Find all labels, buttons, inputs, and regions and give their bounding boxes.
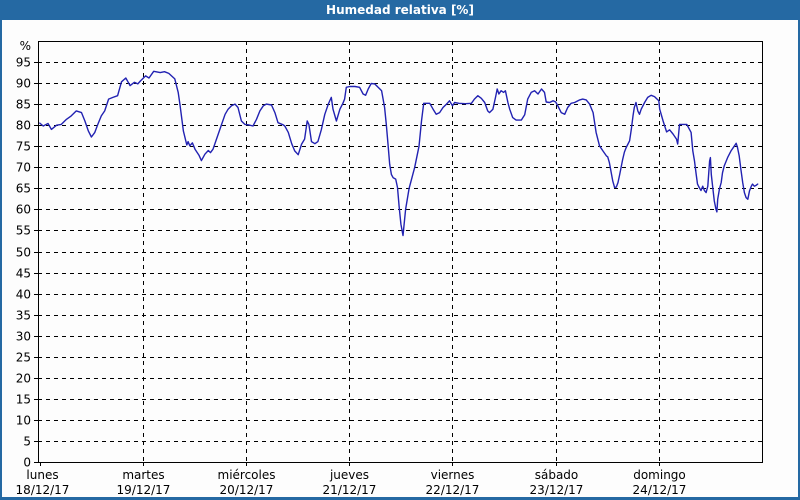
x-date-label: 24/12/17 [633, 483, 687, 497]
y-tick-label: 25 [16, 351, 31, 365]
y-tick-label: 50 [16, 246, 31, 260]
x-day-label: jueves [329, 468, 369, 482]
y-tick-label: 20 [16, 372, 31, 386]
y-tick-label: 80 [16, 119, 31, 133]
y-tick-label: 10 [16, 414, 31, 428]
y-tick-label: 65 [16, 182, 31, 196]
x-day-label: viernes [431, 468, 475, 482]
x-day-label: sábado [535, 468, 579, 482]
y-tick-label: 70 [16, 161, 31, 175]
y-tick-label: 5 [23, 435, 31, 449]
y-tick-label: 45 [16, 267, 31, 281]
humidity-chart: 0 5 10 15 20 25 30 35 40 45 50 55 60 65 70 75 80 85 90 95% l… [16, 39, 763, 497]
x-day-label: miércoles [218, 468, 276, 482]
y-tick-label: 95 [16, 56, 31, 70]
x-day-label: martes [122, 468, 164, 482]
window-titlebar: Humedad relativa [%] [0, 0, 800, 20]
y-tick-label: 15 [16, 393, 31, 407]
x-date-label: 22/12/17 [426, 483, 480, 497]
x-day-label: lunes [26, 468, 58, 482]
x-date-label: 23/12/17 [530, 483, 584, 497]
y-tick-label: 55 [16, 224, 31, 238]
y-tick-label: 30 [16, 330, 31, 344]
x-day-label: domingo [633, 468, 686, 482]
x-date-label: 21/12/17 [323, 483, 377, 497]
y-tick-label: 75 [16, 140, 31, 154]
y-axis-unit-label: % [20, 39, 31, 53]
y-tick-label: 0 [23, 456, 31, 470]
y-tick-label: 35 [16, 309, 31, 323]
y-tick-label: 40 [16, 288, 31, 302]
x-date-label: 20/12/17 [220, 483, 274, 497]
chart-content-area: 0 5 10 15 20 25 30 35 40 45 50 55 60 65 70 75 80 85 90 95% l… [2, 20, 798, 497]
y-tick-label: 90 [16, 77, 31, 91]
x-date-label: 19/12/17 [117, 483, 171, 497]
window-title: Humedad relativa [%] [326, 3, 474, 17]
plot-border [38, 41, 763, 463]
y-tick-label: 85 [16, 98, 31, 112]
x-date-label: 18/12/17 [16, 483, 70, 497]
y-tick-label: 60 [16, 203, 31, 217]
humidity-line [39, 70, 759, 237]
